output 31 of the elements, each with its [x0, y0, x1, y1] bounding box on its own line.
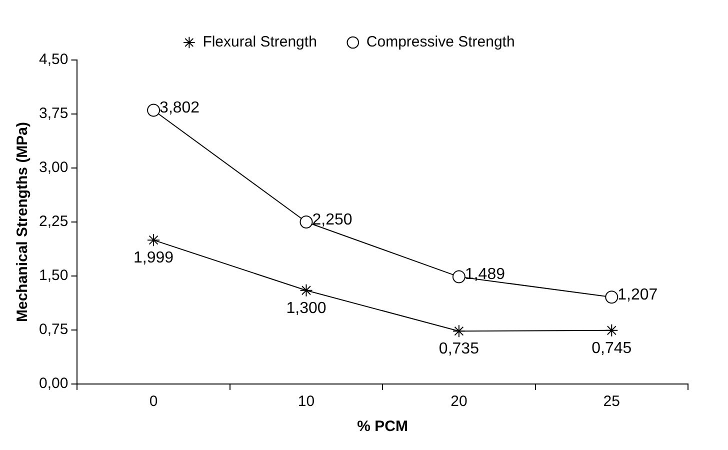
point [147, 234, 160, 247]
data-label: 1,999 [134, 249, 174, 266]
point [605, 290, 618, 304]
y-tick-label: 3,00 [38, 159, 68, 176]
point [452, 324, 466, 338]
y-tick-label: 3,75 [38, 105, 68, 122]
x-tick-label: 0 [149, 393, 158, 410]
legend-label: Flexural Strength [202, 34, 317, 51]
point [452, 270, 466, 284]
legend-label: Compressive Strength [366, 34, 515, 51]
y-tick-label: 2,25 [38, 213, 68, 230]
data-label: 0,735 [438, 340, 480, 358]
point [300, 216, 313, 228]
x-tick-label: 20 [450, 393, 468, 410]
point [147, 104, 160, 117]
data-label: 1,207 [618, 286, 658, 304]
data-label: 0,745 [592, 340, 632, 357]
y-tick-label: 0,75 [38, 321, 68, 338]
data-label: 1,300 [286, 300, 326, 317]
y-tick-label: 1,50 [38, 267, 68, 284]
point [300, 284, 313, 297]
y-tick-label: 0,00 [38, 375, 68, 392]
y-axis-title: Mechanical Strengths (MPa) [14, 122, 32, 322]
data-label: 3,802 [160, 100, 200, 117]
y-tick-label: 4,50 [38, 51, 68, 68]
data-label: 1,489 [464, 266, 506, 284]
x-tick-label: 10 [298, 393, 315, 410]
x-axis-title: % PCM [357, 418, 408, 436]
point [605, 324, 618, 337]
data-label: 2,250 [312, 211, 352, 228]
x-tick-label: 25 [603, 393, 620, 410]
